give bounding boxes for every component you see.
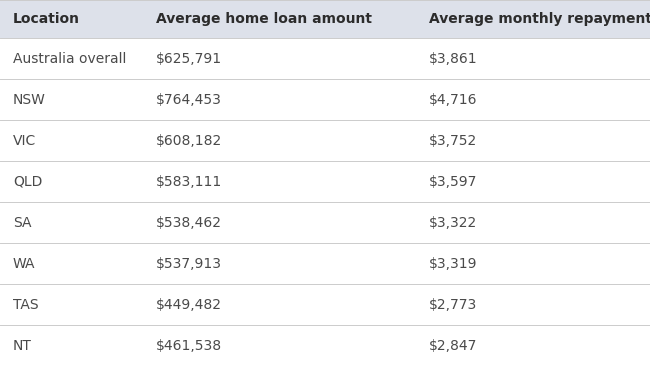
Text: $3,752: $3,752 (429, 134, 477, 148)
Bar (0, 325, 650, 366)
Text: $625,791: $625,791 (156, 52, 222, 66)
Text: Australia overall: Australia overall (13, 52, 126, 66)
Text: $764,453: $764,453 (156, 93, 222, 107)
Text: Location: Location (13, 12, 80, 26)
Text: $2,773: $2,773 (429, 298, 477, 311)
Bar (0, 120, 650, 161)
Bar (0, 38, 650, 79)
Text: WA: WA (13, 257, 36, 270)
Bar (0, 79, 650, 120)
Text: $3,322: $3,322 (429, 216, 477, 230)
Text: Average home loan amount: Average home loan amount (156, 12, 372, 26)
Text: Average monthly repayment: Average monthly repayment (429, 12, 650, 26)
Text: $4,716: $4,716 (429, 93, 478, 107)
Bar (0, 161, 650, 202)
Text: $2,847: $2,847 (429, 339, 477, 352)
Bar (0, 243, 650, 284)
Text: $3,319: $3,319 (429, 257, 478, 270)
Text: $3,861: $3,861 (429, 52, 478, 66)
Text: $538,462: $538,462 (156, 216, 222, 230)
Text: SA: SA (13, 216, 31, 230)
Text: TAS: TAS (13, 298, 38, 311)
Text: QLD: QLD (13, 175, 42, 189)
Text: VIC: VIC (13, 134, 36, 148)
Bar (0, 202, 650, 243)
Text: $537,913: $537,913 (156, 257, 222, 270)
Bar (0, 0, 650, 38)
Text: NSW: NSW (13, 93, 46, 107)
Text: $449,482: $449,482 (156, 298, 222, 311)
Bar (0, 284, 650, 325)
Text: $461,538: $461,538 (156, 339, 222, 352)
Text: $3,597: $3,597 (429, 175, 477, 189)
Text: $608,182: $608,182 (156, 134, 222, 148)
Text: NT: NT (13, 339, 32, 352)
Text: $583,111: $583,111 (156, 175, 222, 189)
